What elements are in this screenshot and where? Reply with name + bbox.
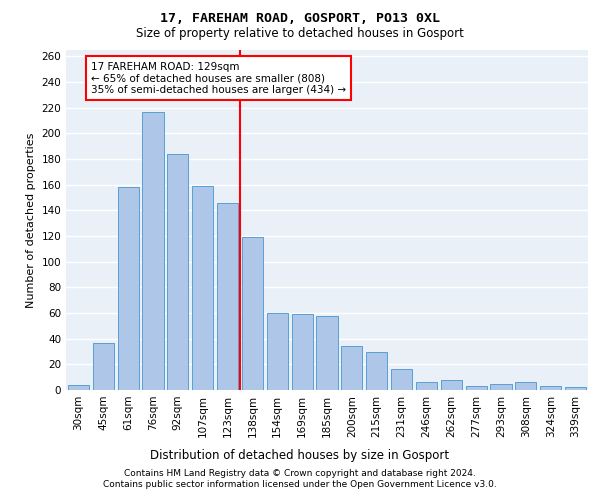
Text: Distribution of detached houses by size in Gosport: Distribution of detached houses by size … (151, 450, 449, 462)
Bar (292, 314, 313, 390)
Text: 17, FAREHAM ROAD, GOSPORT, PO13 0XL: 17, FAREHAM ROAD, GOSPORT, PO13 0XL (160, 12, 440, 26)
Text: Contains public sector information licensed under the Open Government Licence v3: Contains public sector information licen… (103, 480, 497, 489)
Bar (540, 386, 561, 390)
Text: 17 FAREHAM ROAD: 129sqm
← 65% of detached houses are smaller (808)
35% of semi-d: 17 FAREHAM ROAD: 129sqm ← 65% of detache… (91, 62, 346, 94)
Bar (316, 316, 338, 390)
Text: Contains HM Land Registry data © Crown copyright and database right 2024.: Contains HM Land Registry data © Crown c… (124, 468, 476, 477)
Bar (217, 202, 238, 390)
Bar (93, 342, 114, 390)
Bar (118, 188, 139, 390)
Bar (565, 388, 586, 390)
Bar (167, 154, 188, 390)
Bar (68, 385, 89, 390)
Bar (515, 382, 536, 390)
Bar (267, 313, 288, 390)
Bar (466, 386, 487, 390)
Text: Size of property relative to detached houses in Gosport: Size of property relative to detached ho… (136, 28, 464, 40)
Bar (490, 384, 512, 390)
Bar (416, 382, 437, 390)
Bar (441, 380, 462, 390)
Bar (142, 112, 164, 390)
Bar (192, 186, 213, 390)
Bar (366, 352, 387, 390)
Y-axis label: Number of detached properties: Number of detached properties (26, 132, 36, 308)
Bar (242, 238, 263, 390)
Bar (341, 346, 362, 390)
Bar (391, 370, 412, 390)
